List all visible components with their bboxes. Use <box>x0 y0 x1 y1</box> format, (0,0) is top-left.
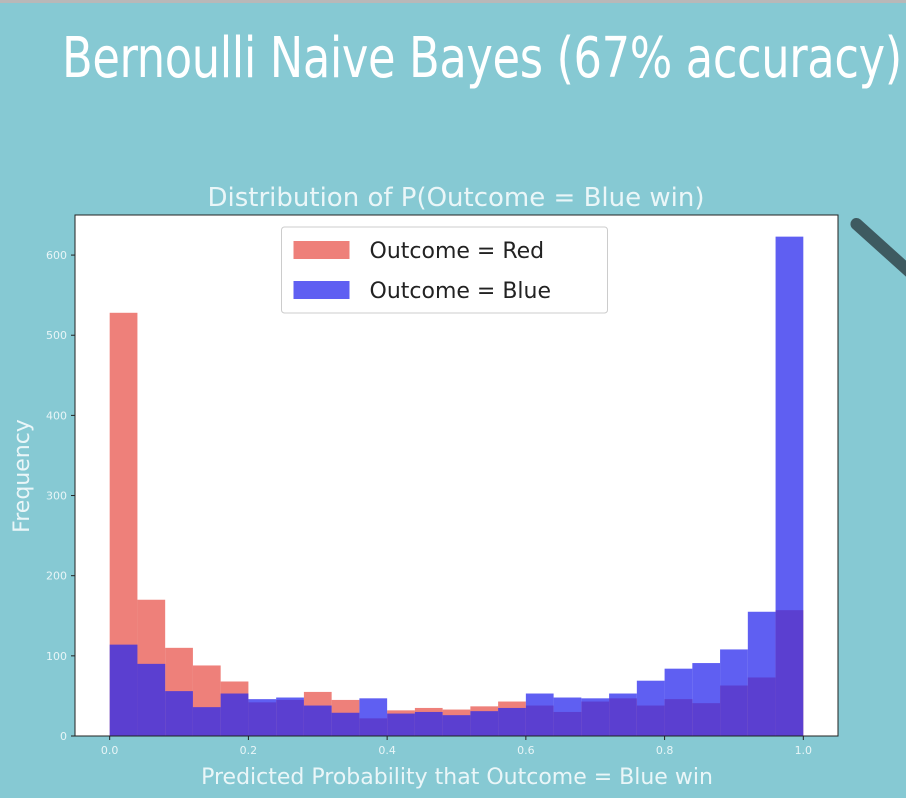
blue-bar <box>109 644 138 736</box>
chart-legend: Outcome = Red Outcome = Blue <box>281 226 608 314</box>
legend-label-red: Outcome = Red <box>370 239 545 264</box>
blue-series-bars <box>109 236 804 736</box>
blue-bar <box>720 649 748 736</box>
x-tick-label: 0.8 <box>656 744 674 757</box>
legend-swatch-red <box>293 241 350 259</box>
blue-bar <box>165 691 193 736</box>
blue-bar <box>609 693 637 736</box>
blue-bar <box>747 611 776 736</box>
y-tick-label: 0 <box>60 730 67 743</box>
y-tick-label: 400 <box>46 409 67 422</box>
slide-top-border <box>0 0 906 3</box>
blue-bar <box>470 711 499 736</box>
blue-bar <box>775 236 804 736</box>
blue-bar <box>303 705 332 736</box>
blue-bar <box>359 698 388 736</box>
blue-bar <box>498 707 526 736</box>
x-tick-label: 1.0 <box>795 744 813 757</box>
y-tick-label: 500 <box>46 329 67 342</box>
y-tick-label: 100 <box>46 650 67 663</box>
y-axis-label: Frequency <box>10 419 35 533</box>
blue-bar <box>331 712 360 736</box>
blue-bar <box>137 663 166 736</box>
x-tick-label: 0.4 <box>378 744 396 757</box>
blue-bar <box>442 715 471 736</box>
legend-swatch-blue <box>293 281 350 299</box>
axis-ticks: 0.0 0.2 0.4 0.6 0.8 1.0 0 100 200 300 400 500 600 <box>46 249 812 757</box>
y-tick-label: 600 <box>46 249 67 262</box>
y-tick-label: 300 <box>46 490 67 503</box>
y-tick-label: 200 <box>46 570 67 583</box>
blue-bar <box>664 668 693 736</box>
x-axis-label: Predicted Probability that Outcome = Blu… <box>201 765 713 790</box>
plot-frame <box>74 214 839 737</box>
blue-bar <box>220 693 249 736</box>
x-tick-label: 0.2 <box>240 744 258 757</box>
blue-bar <box>248 699 277 736</box>
blue-bar <box>276 697 304 736</box>
blue-bar <box>192 707 221 736</box>
x-tick-label: 0.6 <box>517 744 535 757</box>
blue-bar <box>525 693 554 736</box>
blue-bar <box>553 697 582 736</box>
blue-bar <box>414 711 443 736</box>
blue-bar <box>387 713 415 736</box>
legend-box <box>281 226 608 314</box>
legend-label-blue: Outcome = Blue <box>370 279 552 304</box>
blue-bar <box>636 680 665 736</box>
blue-bar <box>692 663 721 736</box>
x-tick-label: 0.0 <box>101 744 119 757</box>
blue-bar <box>581 698 610 736</box>
chart-title: Distribution of P(Outcome = Blue win) <box>208 183 705 213</box>
